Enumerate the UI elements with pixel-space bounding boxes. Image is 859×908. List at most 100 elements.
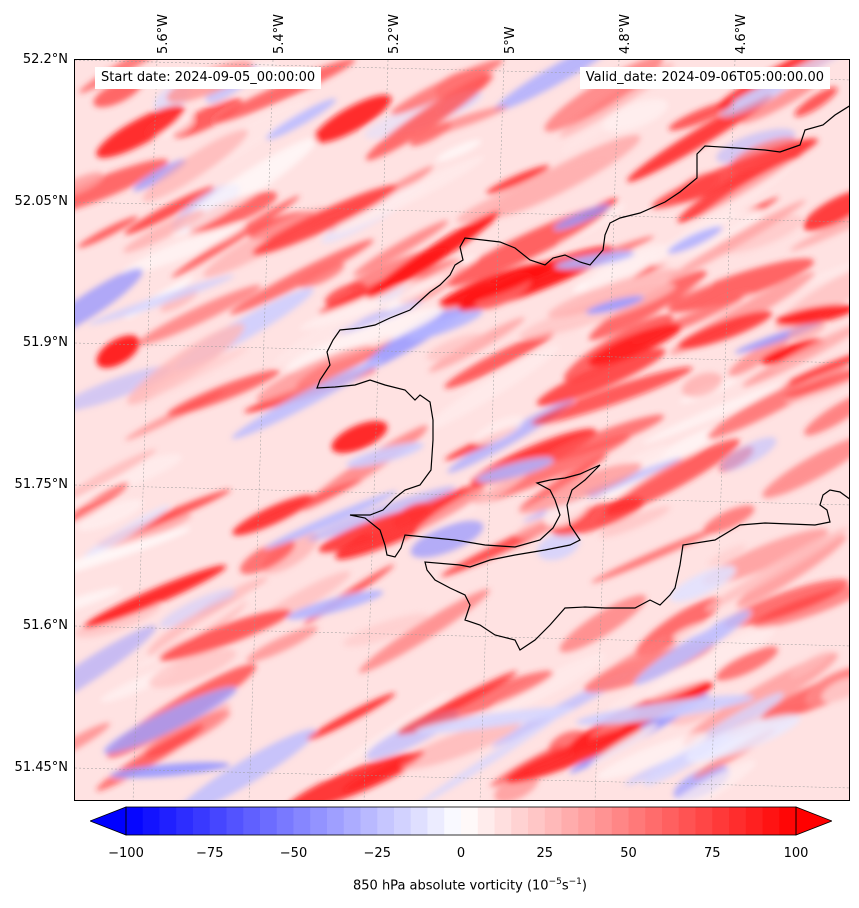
colorbar-tick-label: 100 bbox=[783, 846, 809, 861]
vorticity-streak bbox=[591, 526, 722, 583]
colorbar-segment bbox=[142, 807, 160, 835]
vorticity-streak bbox=[536, 348, 666, 406]
vorticity-streak bbox=[77, 216, 139, 248]
vorticity-streak bbox=[405, 105, 508, 141]
graticule bbox=[75, 60, 849, 800]
vorticity-streak bbox=[88, 275, 235, 325]
vorticity-streak bbox=[123, 209, 205, 253]
colorbar-segment bbox=[427, 807, 445, 835]
colorbar-tick-label: −50 bbox=[279, 846, 308, 861]
vorticity-streak bbox=[124, 186, 215, 235]
vorticity-streak bbox=[669, 566, 736, 602]
vorticity-streak bbox=[76, 499, 144, 531]
colorbar-label-exp1: −5 bbox=[548, 877, 562, 887]
graticule-parallel bbox=[75, 342, 849, 364]
vorticity-streak bbox=[560, 118, 616, 154]
vorticity-streak bbox=[472, 434, 631, 504]
vorticity-feature bbox=[575, 695, 755, 725]
vorticity-streak bbox=[298, 262, 345, 288]
vorticity-feature bbox=[286, 590, 384, 620]
vorticity-streak bbox=[122, 223, 246, 275]
vorticity-streak bbox=[307, 485, 456, 542]
vorticity-streak bbox=[307, 692, 396, 741]
graticule-parallel bbox=[75, 484, 849, 506]
vorticity-feature bbox=[110, 762, 230, 778]
vorticity-streak bbox=[421, 345, 560, 433]
vorticity-streak bbox=[456, 160, 610, 223]
vorticity-streak bbox=[188, 191, 278, 233]
vorticity-streak bbox=[740, 77, 821, 124]
lon-label-4-8w: 4.8°W bbox=[618, 13, 633, 54]
vorticity-feature bbox=[159, 609, 291, 661]
vorticity-feature bbox=[667, 226, 723, 254]
vorticity-streak bbox=[324, 282, 367, 307]
vorticity-streak bbox=[159, 588, 236, 628]
vorticity-streak bbox=[75, 449, 157, 509]
start-date-label: Start date: 2024-09-05_00:00:00 bbox=[95, 67, 322, 89]
vorticity-streak bbox=[588, 270, 707, 340]
colorbar-segment bbox=[578, 807, 596, 835]
vorticity-streak bbox=[313, 94, 392, 143]
vorticity-streak bbox=[399, 719, 521, 770]
colorbar-segment bbox=[645, 807, 663, 835]
vorticity-streak bbox=[543, 493, 590, 527]
colorbar-segment bbox=[494, 807, 512, 835]
colorbar-segment bbox=[410, 807, 428, 835]
colorbar-segment bbox=[678, 807, 696, 835]
vorticity-feature bbox=[415, 706, 575, 734]
vorticity-streak bbox=[75, 527, 191, 584]
vorticity-streak bbox=[265, 98, 337, 140]
vorticity-streak bbox=[132, 159, 187, 192]
vorticity-streak bbox=[367, 211, 500, 299]
vorticity-streak bbox=[148, 648, 237, 688]
vorticity-feature bbox=[346, 442, 424, 468]
lat-label-52-05n: 52.05°N bbox=[14, 194, 68, 209]
vorticity-streak bbox=[75, 159, 169, 218]
lon-label-5-4w: 5.4°W bbox=[272, 13, 287, 54]
vorticity-streak bbox=[627, 93, 772, 183]
colorbar-segment bbox=[260, 807, 278, 835]
vorticity-feature bbox=[407, 309, 483, 341]
vorticity-streak bbox=[672, 621, 715, 641]
vorticity-streak bbox=[146, 347, 248, 398]
colorbar-max-extend bbox=[795, 806, 832, 836]
vorticity-streak bbox=[634, 610, 751, 685]
colorbar-segment bbox=[511, 807, 529, 835]
vorticity-streak bbox=[127, 323, 245, 405]
colorbar-segment bbox=[176, 807, 194, 835]
colorbar-segment bbox=[611, 807, 629, 835]
colorbar-segment bbox=[293, 807, 311, 835]
graticule-parallel bbox=[75, 201, 849, 223]
colorbar-segment bbox=[394, 807, 412, 835]
vorticity-streak bbox=[736, 534, 847, 607]
lat-label-51-45n: 51.45°N bbox=[14, 760, 68, 775]
vorticity-streak bbox=[681, 372, 723, 398]
vorticity-streak bbox=[531, 366, 693, 426]
colorbar-outline bbox=[125, 806, 797, 836]
vorticity-streak bbox=[426, 333, 485, 361]
vorticity-streak bbox=[553, 204, 611, 230]
vorticity-streak bbox=[75, 722, 111, 764]
vorticity-streak bbox=[537, 532, 580, 561]
colorbar bbox=[90, 806, 832, 836]
lat-label-51-6n: 51.6°N bbox=[22, 618, 68, 633]
colorbar-segment bbox=[360, 807, 378, 835]
vorticity-streak bbox=[585, 243, 667, 289]
colorbar-segment bbox=[461, 807, 479, 835]
vorticity-feature bbox=[585, 295, 645, 315]
coastline-north bbox=[316, 105, 849, 651]
colorbar-tick-label: 25 bbox=[536, 846, 554, 861]
colorbar-segment bbox=[377, 807, 395, 835]
vorticity-streak bbox=[167, 369, 280, 416]
colorbar-label: 850 hPa absolute vorticity (10−5s−1) bbox=[0, 877, 859, 893]
vorticity-streak bbox=[794, 87, 838, 117]
vorticity-streak bbox=[240, 539, 295, 575]
vorticity-streak bbox=[240, 479, 362, 532]
vorticity-feature bbox=[588, 324, 682, 366]
colorbar-segment bbox=[243, 807, 261, 835]
colorbar-label-mid: s bbox=[561, 878, 569, 894]
vorticity-feature bbox=[252, 184, 398, 256]
colorbar-segment bbox=[327, 807, 345, 835]
colorbar-min-extend bbox=[90, 806, 127, 836]
vorticity-streak bbox=[413, 713, 562, 800]
